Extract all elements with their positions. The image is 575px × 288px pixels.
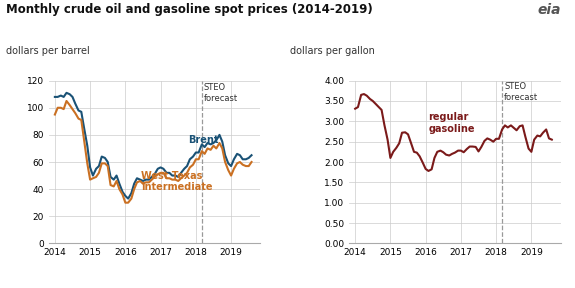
Text: STEO
forecast: STEO forecast (204, 83, 238, 103)
Text: Monthly crude oil and gasoline spot prices (2014-2019): Monthly crude oil and gasoline spot pric… (6, 3, 373, 16)
Text: regular
gasoline: regular gasoline (428, 112, 475, 134)
Text: eia: eia (537, 3, 561, 17)
Text: West Texas
Intermediate: West Texas Intermediate (141, 171, 213, 192)
Text: Brent: Brent (188, 135, 218, 145)
Text: dollars per gallon: dollars per gallon (290, 46, 375, 56)
Text: STEO
forecast: STEO forecast (504, 82, 538, 102)
Text: dollars per barrel: dollars per barrel (6, 46, 90, 56)
